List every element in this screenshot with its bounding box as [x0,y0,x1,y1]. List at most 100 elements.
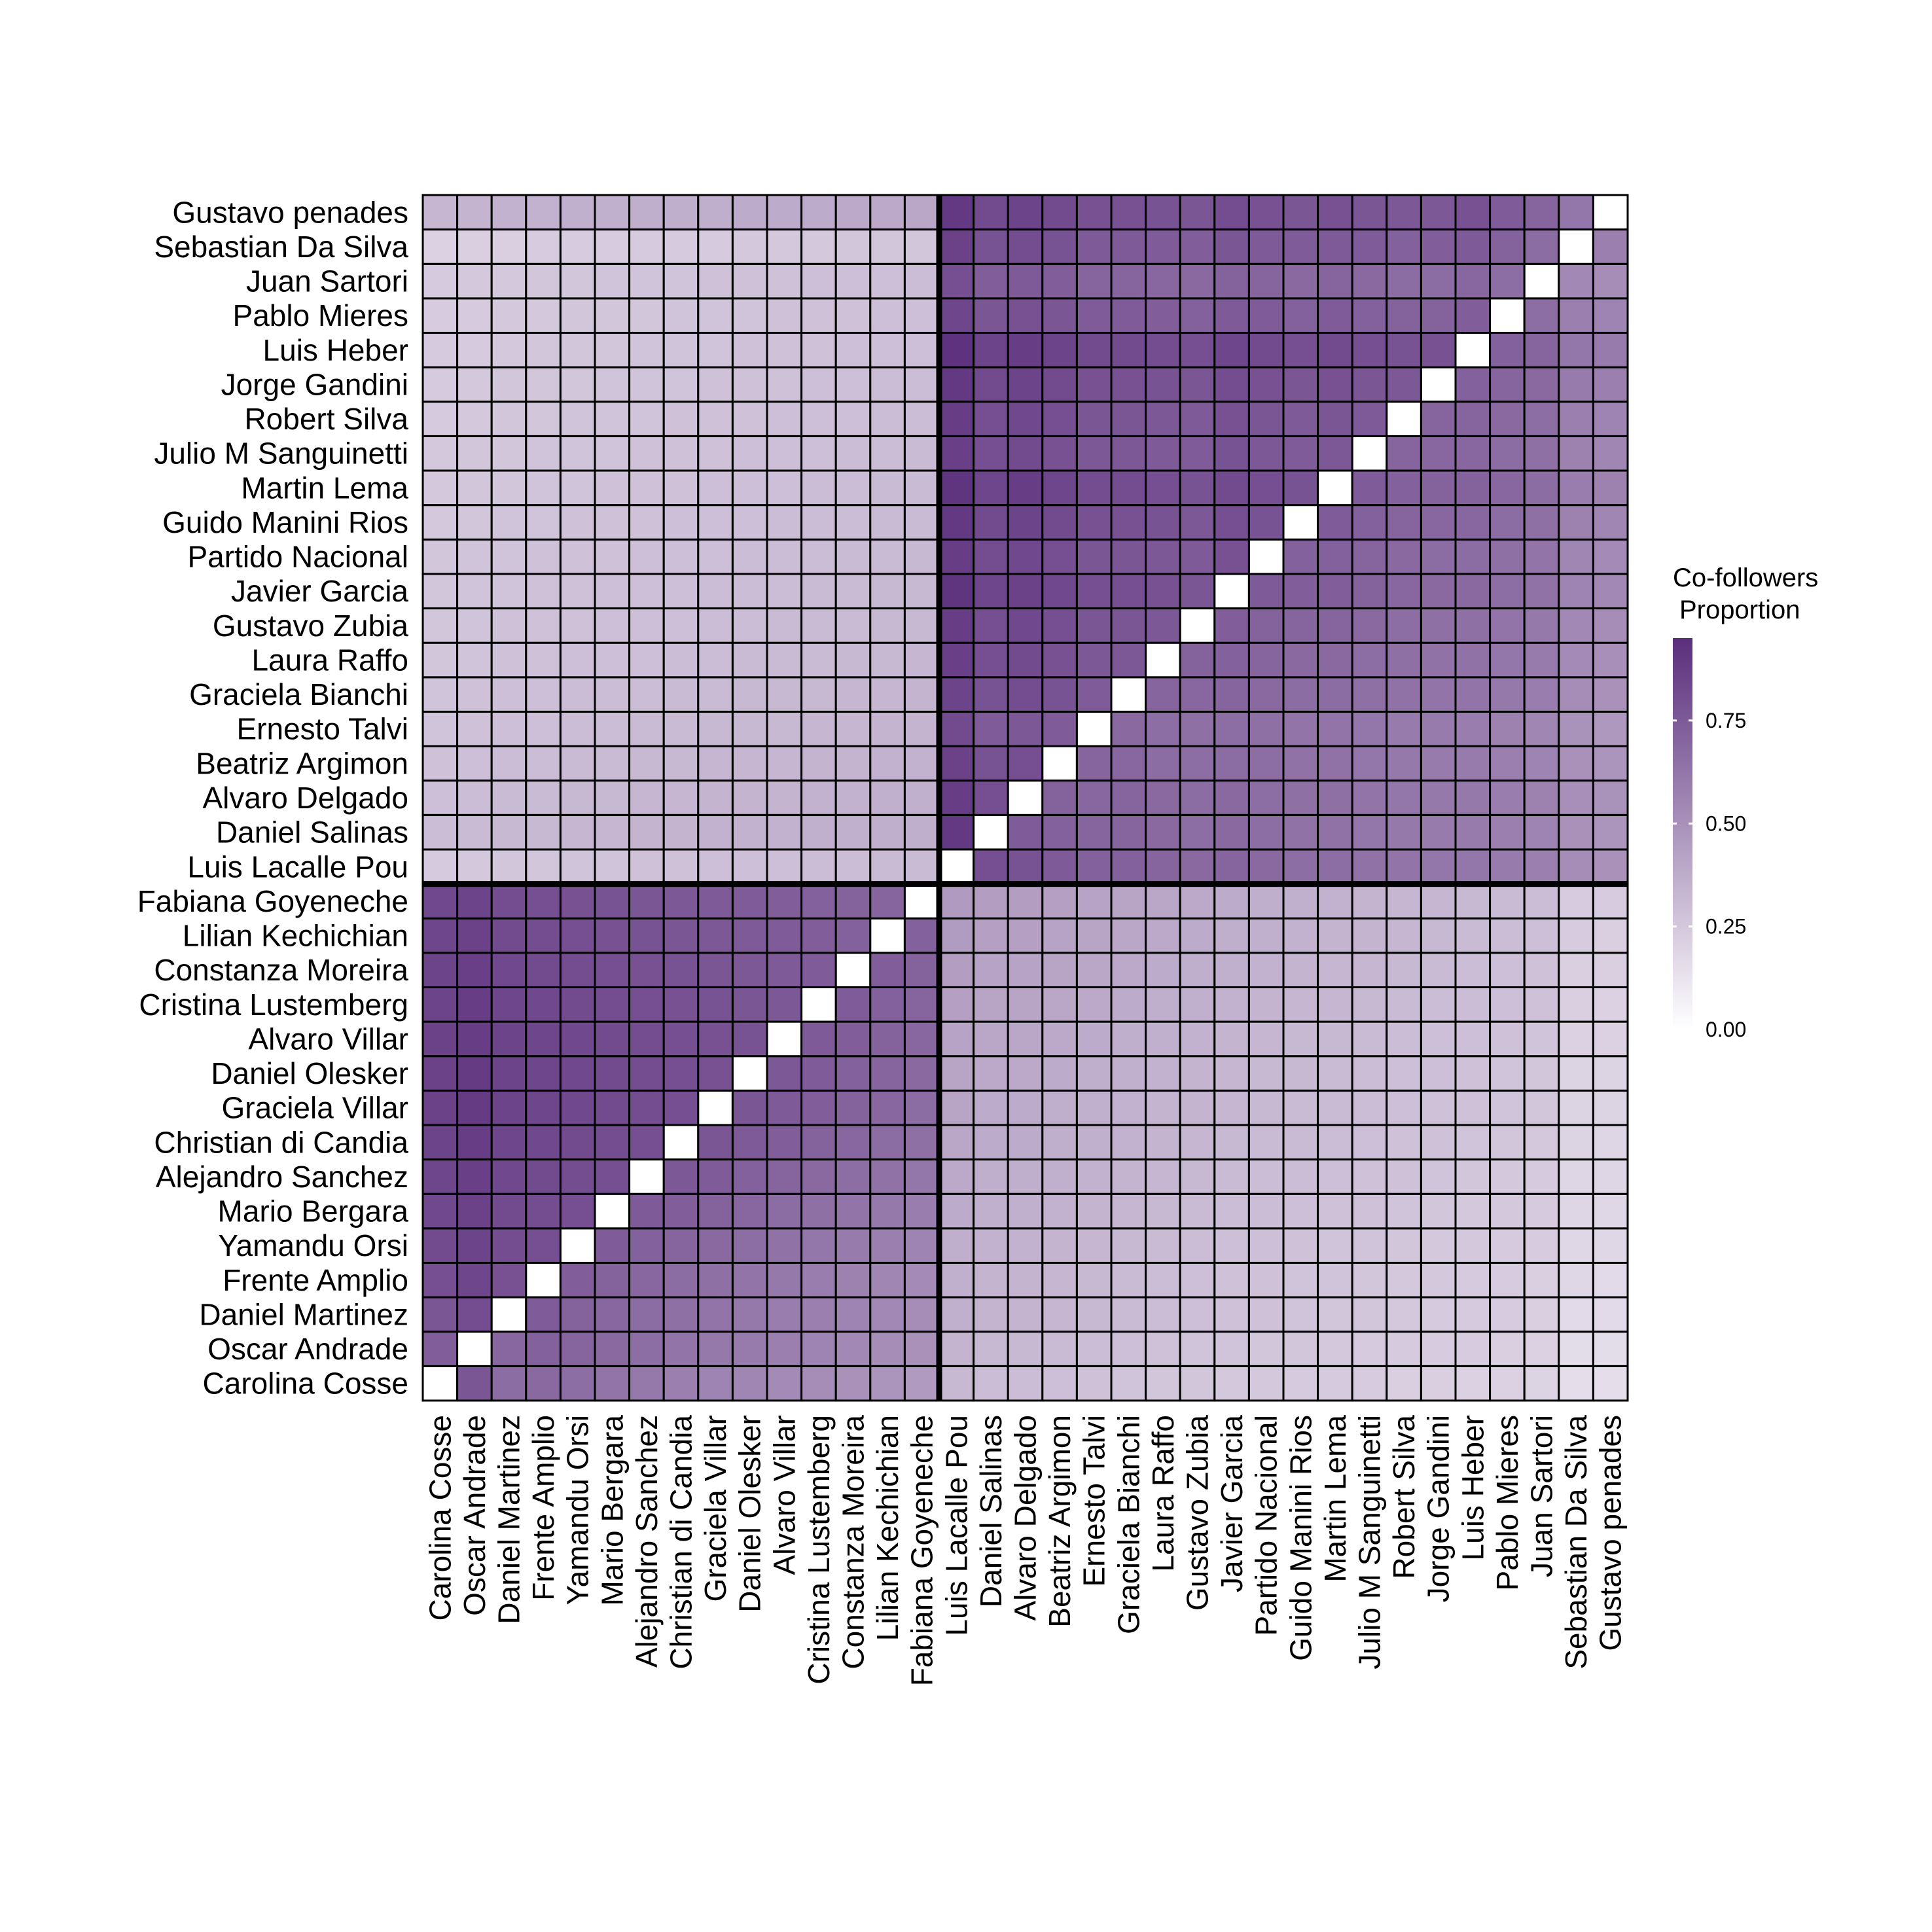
heatmap-cell [938,1192,975,1230]
heatmap-cell [559,1124,596,1161]
heatmap-cell [1145,297,1181,334]
heatmap-cell [1592,228,1629,265]
heatmap-cell [1523,883,1560,920]
heatmap-cell [1489,1055,1526,1092]
heatmap-cell [490,504,528,541]
heatmap-cell [421,228,459,265]
heatmap-cell [559,504,596,541]
heatmap-cell [1420,1365,1457,1402]
heatmap-cell [628,952,665,988]
heatmap-cell [1489,779,1526,816]
heatmap-cell [938,538,975,575]
heatmap-cell [1558,814,1594,851]
heatmap-cell [800,710,837,747]
heatmap-cell [766,573,803,610]
heatmap-cell [1179,1020,1216,1058]
heatmap-cell [1247,883,1285,920]
heatmap-cell [1247,1089,1285,1126]
heatmap-cell [662,573,700,610]
y-tick-label: Ernesto Talvi [236,712,408,746]
heatmap-cell [1213,710,1250,747]
heatmap-cell [1592,1192,1629,1230]
heatmap-cell [1489,676,1526,713]
heatmap-cell [973,1020,1009,1058]
heatmap-cell [938,1296,975,1333]
heatmap-cell [1489,607,1526,644]
heatmap-cell [1420,1089,1457,1126]
heatmap-cell [903,952,940,988]
heatmap-cell [1213,1124,1250,1161]
heatmap-cell [1523,1089,1560,1126]
heatmap-cell [1145,1331,1181,1367]
heatmap-cell [1454,848,1492,885]
heatmap-cell [1110,504,1147,541]
heatmap-cell [1351,676,1388,713]
heatmap-cell [525,917,562,954]
heatmap-cell [1558,1158,1594,1195]
heatmap-cell [490,435,528,472]
heatmap-cell [1420,504,1457,541]
heatmap-cell [1317,883,1353,920]
heatmap-cell [594,676,631,713]
heatmap-cell [834,1020,872,1058]
heatmap-cell [1523,469,1560,507]
heatmap-cell [628,986,665,1023]
heatmap-cell [1213,848,1250,885]
heatmap-cell [766,779,803,816]
heatmap-cell [1145,262,1181,300]
heatmap-cell [1007,1331,1044,1367]
heatmap-cell [869,1192,906,1230]
heatmap-cell [1420,1158,1457,1195]
heatmap-cell [1213,1055,1250,1092]
legend-title-line-2: Proportion [1679,596,1800,624]
heatmap-cell [903,1089,940,1126]
heatmap-cell [1041,573,1078,610]
heatmap-cell [1179,710,1216,747]
heatmap-cell [421,848,459,885]
x-tick-label: Lilian Kechichian [870,1415,904,1641]
heatmap-cell [1213,641,1250,679]
heatmap-cell [1351,1158,1388,1195]
heatmap-cell [903,504,940,541]
heatmap-cell [1558,1365,1594,1402]
heatmap-cell [490,883,528,920]
heatmap-cell [456,1089,493,1126]
heatmap-cell [1213,952,1250,988]
heatmap-cell [1110,538,1147,575]
heatmap-cell [869,1158,906,1195]
heatmap-cell [973,538,1009,575]
heatmap-cell [1386,1124,1422,1161]
heatmap-cell [456,435,493,472]
heatmap-cell [456,917,493,954]
heatmap-cell [869,1331,906,1367]
heatmap-cell [594,538,631,575]
heatmap-cell [1179,883,1216,920]
heatmap-cell [834,710,872,747]
heatmap-cell [456,710,493,747]
heatmap-cell [490,952,528,988]
heatmap-cell [628,745,665,782]
heatmap-cell [800,194,837,231]
heatmap-cell [1110,1089,1147,1126]
heatmap-cell [1282,573,1319,610]
heatmap-cell [869,1261,906,1298]
heatmap-cell [1110,1261,1147,1298]
heatmap-cell [1075,262,1113,300]
heatmap-cell [559,917,596,954]
heatmap-cell [1110,435,1147,472]
heatmap-cell [973,469,1009,507]
heatmap-cell [1454,883,1492,920]
heatmap-cell [456,814,493,851]
heatmap-cell [1351,607,1388,644]
heatmap-cell [1592,1158,1629,1195]
heatmap-cell [662,297,700,334]
heatmap-cell [731,779,768,816]
heatmap-cell [1282,1261,1319,1298]
heatmap-cell [1420,745,1457,782]
heatmap-cell [1489,917,1526,954]
heatmap-cell [973,952,1009,988]
heatmap-cell [1247,435,1285,472]
heatmap-cell [973,1158,1009,1195]
heatmap-cell [1420,297,1457,334]
